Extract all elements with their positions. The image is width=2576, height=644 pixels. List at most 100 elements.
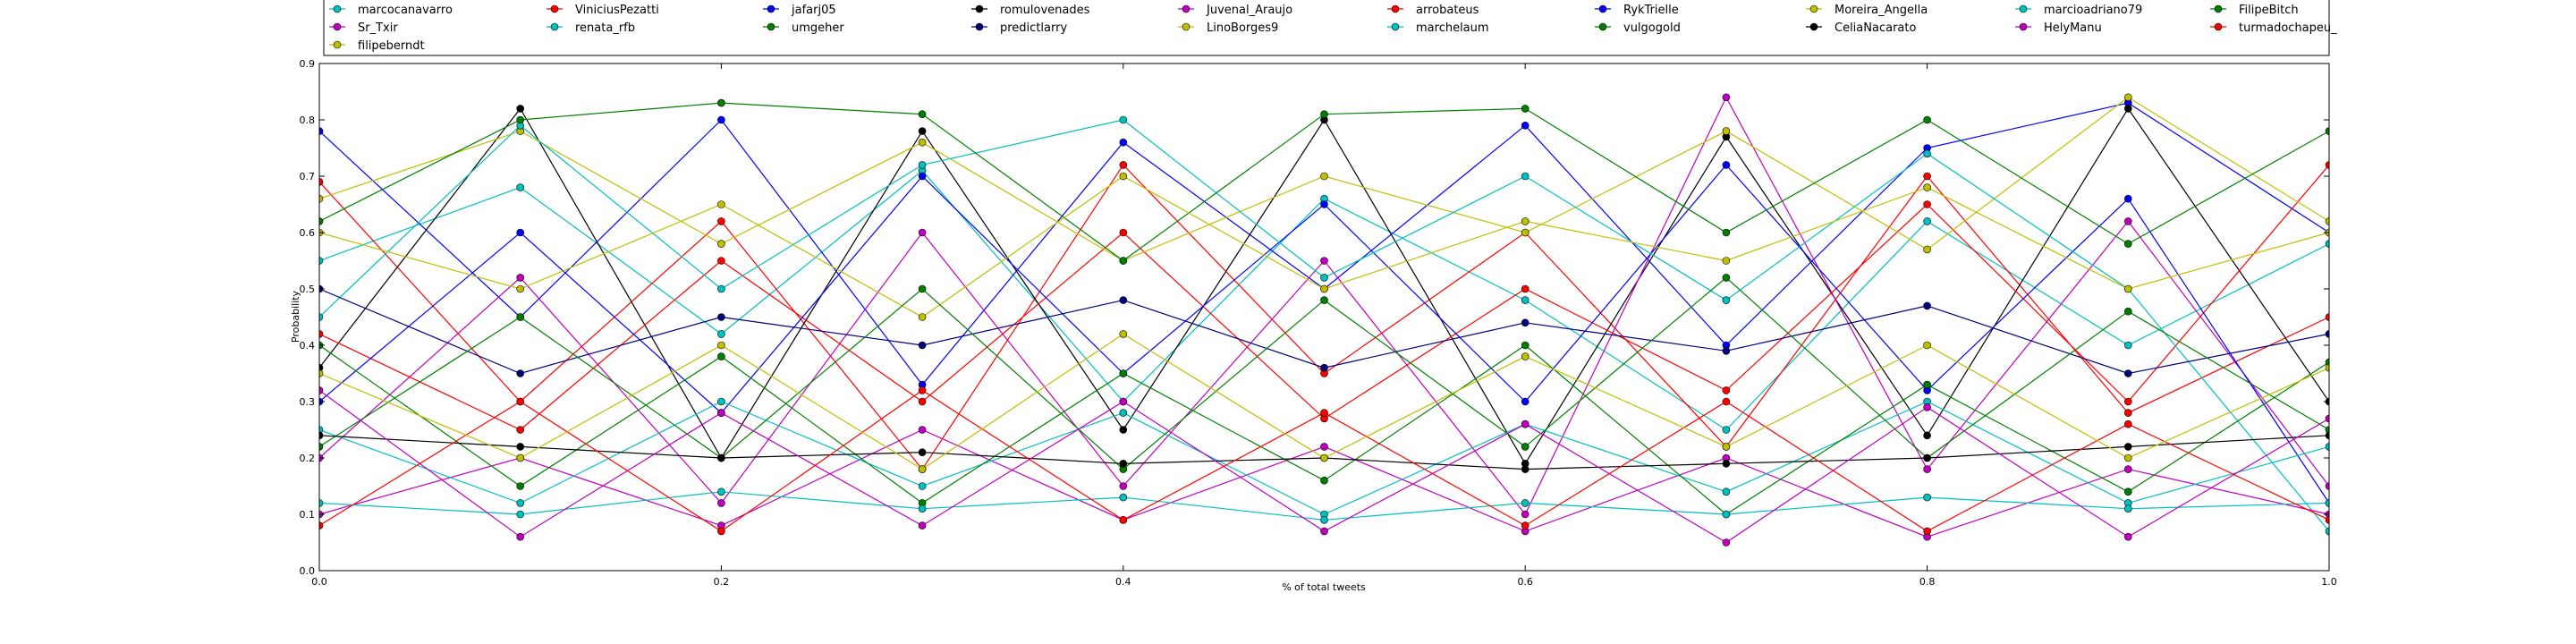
legend-swatch-marker [550,22,559,31]
data-point [2124,443,2132,451]
legend-item: ViniciusPezatti [547,4,659,17]
data-point [717,527,725,536]
legend-swatch-marker [1391,22,1400,31]
data-point [717,98,725,107]
legend-item: RykTrielle [1595,4,1679,17]
data-point [717,217,725,225]
legend-swatch-marker [333,4,342,13]
y-tick-label: 0.5 [300,284,316,295]
data-point [918,504,927,513]
data-point [1119,172,1128,181]
data-point [717,341,725,350]
data-point [319,386,324,394]
data-point [1722,274,1731,282]
data-point [717,352,725,360]
data-point [1521,521,1530,530]
data-point [918,426,927,434]
series-jafarj05 [319,98,2329,389]
data-point [2124,532,2132,541]
legend-item: umgeher [763,21,844,35]
x-axis-label: % of total tweets [1282,581,1366,593]
series-line [319,164,2329,470]
y-axis-label: Probability [290,290,301,343]
data-point [717,313,725,321]
data-point [1119,257,1128,265]
legend-label: renata_rfb [575,21,635,35]
data-point [1521,217,1530,225]
data-point [2325,499,2329,507]
data-point [1521,228,1530,237]
data-point [2124,397,2132,406]
y-tick-label: 0.7 [300,171,316,182]
data-point [2124,307,2132,316]
legend-item: predictlarry [971,21,1067,35]
legend-swatch-marker [2214,22,2223,31]
data-point [1521,105,1530,113]
y-tick-label: 0.8 [300,114,316,126]
data-point [1119,330,1128,338]
data-point [1320,476,1328,485]
legend-swatch-marker [1182,22,1191,31]
data-point [1521,341,1530,350]
data-point [1722,510,1731,519]
legend-item: marcioadriano79 [2015,4,2142,17]
data-point [1320,284,1328,293]
data-point [1521,284,1530,293]
data-point [717,453,725,462]
data-point [2124,194,2132,203]
legend-label: Juvenal_Araujo [1206,4,1292,17]
data-point [319,330,324,338]
legend-item: filipeberndt [329,39,425,53]
legend-label: arrobateus [1416,4,1479,17]
data-point [1320,515,1328,524]
data-point [1923,183,1931,191]
legend-label: predictlarry [1000,21,1067,35]
legend-swatch-marker [1182,4,1191,13]
data-point [319,426,324,434]
data-point [1722,487,1731,496]
data-point [1923,149,1931,158]
data-point [717,200,725,208]
data-point [717,487,725,496]
data-point [1722,228,1731,237]
data-point [319,127,324,135]
data-point [1923,431,1931,440]
data-point [1521,419,1530,428]
data-point [516,426,525,434]
data-point [2124,504,2132,513]
data-point [2325,358,2329,367]
legend-swatch-marker [975,22,984,31]
x-tick-label: 0.4 [1115,576,1131,588]
data-point [1119,426,1128,434]
x-tick-label: 0.8 [1919,576,1936,588]
data-point [1923,200,1931,208]
legend-label: RykTrielle [1623,4,1679,17]
data-point [717,409,725,417]
data-point [1722,127,1731,135]
series-Juvenal_Araujo [319,93,2329,519]
series-HelyManu [319,386,2329,547]
data-point [319,178,324,186]
legend-label: FilipeBitch [2239,4,2299,17]
data-point [2325,414,2329,423]
data-point [2124,419,2132,428]
legend-item: arrobateus [1387,4,1479,17]
data-point [918,521,927,530]
data-point [2124,93,2132,102]
legend-item: marcocanavarro [329,4,453,17]
data-point [516,183,525,191]
legend-swatch-marker [1391,4,1400,13]
data-point [2124,409,2132,417]
data-point [2325,313,2329,321]
data-point [1923,380,1931,389]
data-point [1923,453,1931,462]
data-point [2325,161,2329,169]
series-marcioadriano79 [319,115,2329,536]
data-point [1521,352,1530,360]
data-point [1320,296,1328,304]
data-point [516,453,525,462]
legend-label: umgeher [792,21,844,35]
data-point [1722,257,1731,265]
data-point [2325,443,2329,451]
